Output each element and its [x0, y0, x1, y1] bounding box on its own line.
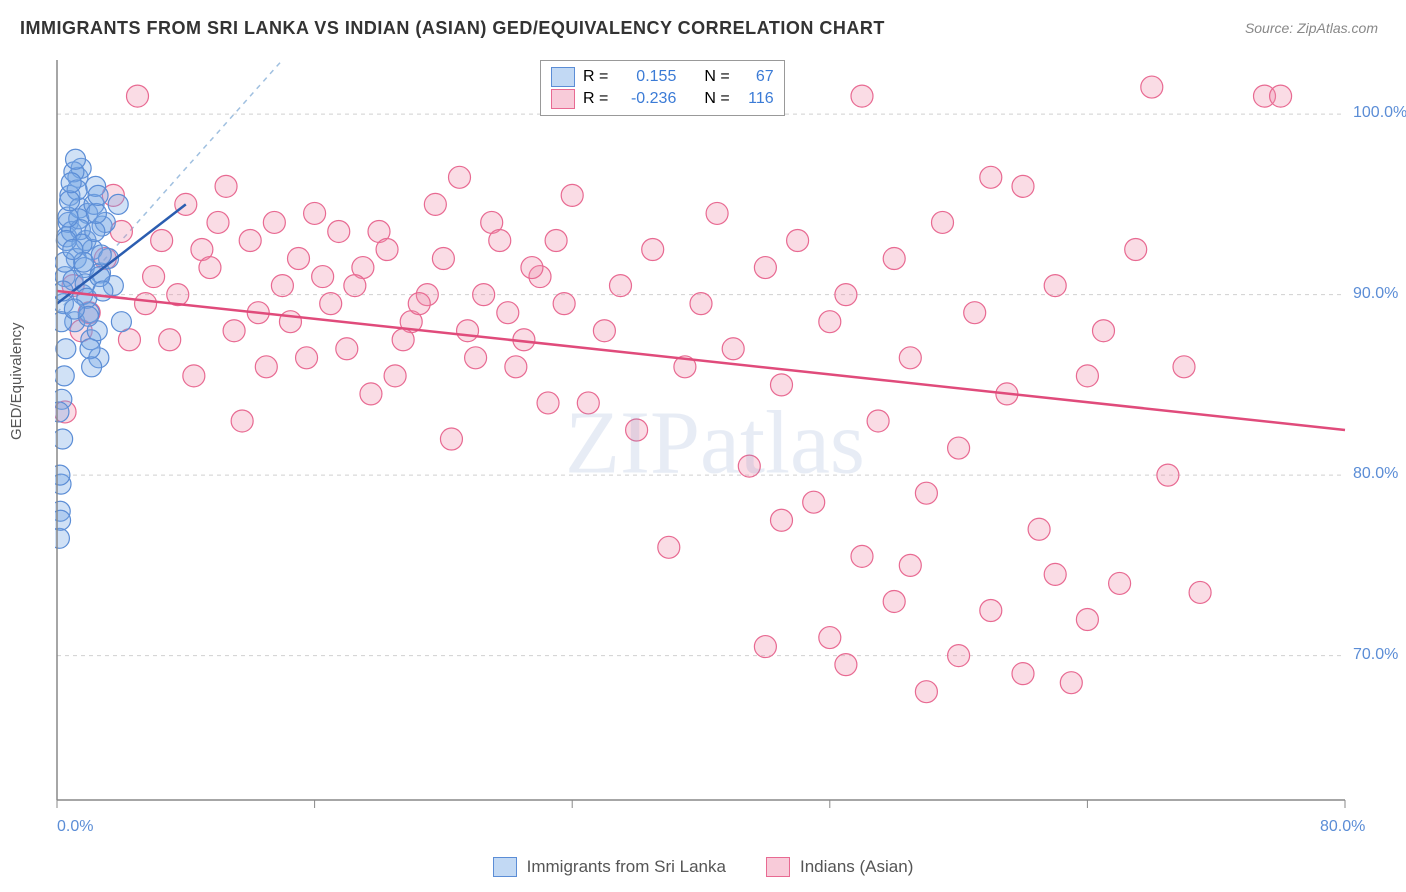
x-tick-label: 80.0% — [1320, 818, 1365, 836]
y-tick-label: 100.0% — [1353, 104, 1406, 122]
n-label: N = — [704, 90, 729, 108]
r-value-2: -0.236 — [616, 90, 676, 108]
chart-title: IMMIGRANTS FROM SRI LANKA VS INDIAN (ASI… — [20, 18, 885, 39]
bottom-swatch-2 — [766, 857, 790, 877]
x-tick-label: 0.0% — [57, 818, 93, 836]
y-tick-label: 90.0% — [1353, 285, 1398, 303]
bottom-legend-item-2: Indians (Asian) — [766, 857, 913, 877]
r-label: R = — [583, 90, 608, 108]
y-tick-label: 70.0% — [1353, 646, 1398, 664]
r-label: R = — [583, 68, 608, 86]
n-value-1: 67 — [738, 68, 774, 86]
y-tick-label: 80.0% — [1353, 465, 1398, 483]
legend-swatch-1 — [551, 67, 575, 87]
n-label: N = — [704, 68, 729, 86]
bottom-legend-item-1: Immigrants from Sri Lanka — [493, 857, 726, 877]
bottom-swatch-1 — [493, 857, 517, 877]
n-value-2: 116 — [738, 90, 774, 108]
legend-row-series2: R = -0.236 N = 116 — [551, 89, 774, 109]
source-label: Source: ZipAtlas.com — [1245, 20, 1378, 36]
y-axis-label: GED/Equivalency — [8, 322, 25, 440]
bottom-legend-label-2: Indians (Asian) — [800, 857, 913, 877]
legend-row-series1: R = 0.155 N = 67 — [551, 67, 774, 87]
chart-plot-area: ZIPatlas — [55, 55, 1375, 830]
correlation-legend: R = 0.155 N = 67 R = -0.236 N = 116 — [540, 60, 785, 116]
legend-swatch-2 — [551, 89, 575, 109]
scatter-chart-svg — [55, 55, 1375, 830]
bottom-legend-label-1: Immigrants from Sri Lanka — [527, 857, 726, 877]
bottom-legend: Immigrants from Sri Lanka Indians (Asian… — [0, 857, 1406, 877]
r-value-1: 0.155 — [616, 68, 676, 86]
